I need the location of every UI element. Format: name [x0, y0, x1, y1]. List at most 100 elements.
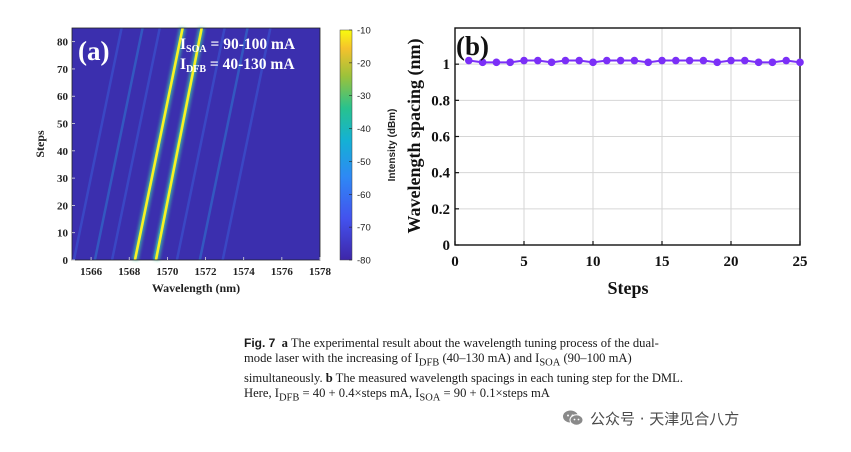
colorbar-tick-label: -60: [357, 190, 371, 201]
heatmap-y-tick-label: 80: [57, 37, 69, 49]
colorbar-tick-label: -10: [357, 26, 371, 37]
colorbar: -10 -20 -30 -40 -50 -60 -70 -80 Intensity (dBm): [339, 26, 398, 267]
spacing-data-point: [796, 58, 804, 67]
heatmap-striation: [72, 27, 123, 261]
heatmap-panel: (a) ISOA = 90-100 mA IDFB = 40-130 mA 01…: [33, 27, 332, 295]
spacing-data-point: [492, 58, 501, 67]
spacing-x-ticks: 0 5 10 15 20 25: [451, 241, 808, 270]
spacing-data-point: [630, 56, 639, 65]
caption-text-b2: = 40 + 0.4×steps mA, I: [299, 386, 420, 401]
heatmap-y-tick-label: 30: [57, 173, 69, 185]
spacing-data-point: [506, 58, 514, 67]
heatmap-x-tick-label: 1566: [80, 266, 103, 278]
heatmap-striation: [175, 27, 226, 261]
caption-text-a2: (40–130 mA) and I: [439, 351, 540, 366]
caption-part-a: a: [281, 336, 288, 350]
spacing-data-point: [754, 58, 763, 67]
panel-a-label: (a): [78, 36, 109, 66]
colorbar-tick-label: -20: [357, 58, 371, 69]
panel-b-label: (b): [456, 31, 489, 61]
heatmap-y-axis-label: Steps: [33, 130, 47, 158]
spacing-data-point: [658, 56, 666, 65]
heatmap-x-tick-label: 1578: [309, 266, 332, 278]
heatmap-y-tick-label: 60: [57, 91, 69, 103]
heatmap-x-tick-label: 1574: [233, 266, 256, 278]
spacing-data-point: [478, 58, 487, 67]
caption-sub-dfb-2: DFB: [278, 392, 300, 404]
spacing-x-tick-label: 20: [724, 254, 739, 270]
spacing-data-point: [520, 56, 528, 65]
heatmap-striation: [93, 27, 144, 261]
caption-text-b3: = 90 + 0.1×steps mA: [440, 386, 550, 401]
annotation-soa: ISOA = 90-100 mA: [180, 36, 296, 55]
colorbar-gradient: [339, 29, 353, 261]
heatmap-x-axis-label: Wavelength (nm): [152, 281, 240, 295]
heatmap-x-tick-label: 1572: [195, 266, 218, 278]
caption-text-b: The measured wavelength spacings in each…: [244, 370, 683, 401]
heatmap-striation: [198, 27, 249, 261]
watermark-text: 公众号 · 天津见合八方: [590, 409, 740, 428]
heatmap-x-tick-label: 1576: [271, 266, 294, 278]
spacing-data-point: [465, 56, 473, 65]
colorbar-tick-label: -70: [357, 223, 371, 234]
heatmap-x-ticks: 1566 1568 1570 1572 1574 1576 1578: [80, 257, 332, 278]
spacing-data-point: [768, 58, 777, 67]
heatmap-y-tick-label: 20: [57, 200, 69, 212]
spacing-y-tick-label: 0.8: [431, 93, 450, 109]
spacing-series-points: [465, 56, 804, 67]
figure-caption: Fig. 7 a The experimental result about t…: [244, 336, 684, 406]
wechat-icon: [563, 410, 584, 426]
spacing-data-point: [699, 56, 708, 65]
heatmap-y-tick-label: 70: [57, 64, 69, 76]
spacing-data-point: [672, 56, 680, 65]
spacing-x-tick-label: 5: [520, 254, 528, 270]
spacing-data-point: [782, 56, 790, 65]
spacing-y-tick-label: 0.6: [431, 130, 450, 146]
spacing-data-point: [603, 56, 611, 65]
spacing-data-point: [534, 56, 542, 65]
spacing-y-tick-label: 1: [443, 57, 451, 73]
heatmap-y-ticks: 0 10 20 30 40 50 60 70 80: [57, 37, 75, 267]
spacing-data-point: [727, 56, 735, 65]
spacing-x-tick-label: 25: [793, 254, 808, 270]
caption-text-a: The experimental result about the wavele…: [244, 336, 659, 366]
colorbar-label: Intensity (dBm): [387, 109, 398, 182]
heatmap-striation: [221, 27, 272, 261]
mode-line-1: [133, 27, 184, 261]
colorbar-tick-label: -40: [357, 124, 371, 135]
spacing-x-tick-label: 0: [451, 254, 459, 270]
spacing-y-ticks: 0 0.2 0.4 0.6 0.8 1: [431, 57, 459, 254]
heatmap-mode-lines: [132, 27, 205, 261]
spacing-y-tick-label: 0.2: [431, 202, 450, 218]
heatmap-y-tick-label: 40: [57, 146, 69, 158]
colorbar-tick-label: -30: [357, 91, 371, 102]
spacing-y-tick-label: 0: [443, 238, 451, 254]
colorbar-ticks: -10 -20 -30 -40 -50 -60 -70 -80: [349, 26, 371, 267]
spacing-y-tick-label: 0.4: [431, 166, 450, 182]
heatmap-y-tick-label: 10: [57, 228, 69, 240]
heatmap-x-tick-label: 1570: [156, 266, 179, 278]
watermark: 公众号 · 天津见合八方: [562, 406, 739, 430]
caption-sub-dfb: DFB: [418, 357, 440, 369]
spacing-x-tick-label: 10: [586, 254, 601, 270]
caption-fig-label: Fig. 7: [244, 336, 276, 350]
spacing-data-point: [713, 58, 721, 67]
caption-sub-soa: SOA: [539, 357, 561, 369]
heatmap-y-tick-label: 0: [63, 255, 69, 267]
caption-part-b: b: [325, 370, 333, 385]
spacing-panel: 0 0.2 0.4 0.6 0.8 1 0 5 10 15 20 25 (b) Wavelength…: [404, 27, 808, 298]
heatmap-striation: [110, 27, 161, 261]
spacing-data-point: [575, 56, 583, 65]
spacing-data-point: [589, 58, 597, 67]
colorbar-tick-label: -80: [357, 256, 371, 267]
caption-sub-soa-2: SOA: [419, 392, 441, 404]
mode-line-2: [154, 27, 203, 261]
spacing-data-point: [741, 56, 749, 65]
annotation-dfb: IDFB = 40-130 mA: [180, 56, 295, 75]
spacing-data-point: [644, 58, 652, 67]
spacing-data-point: [561, 56, 570, 65]
spacing-x-tick-label: 15: [655, 254, 670, 270]
heatmap-x-tick-label: 1568: [118, 266, 141, 278]
spacing-data-point: [685, 56, 694, 65]
